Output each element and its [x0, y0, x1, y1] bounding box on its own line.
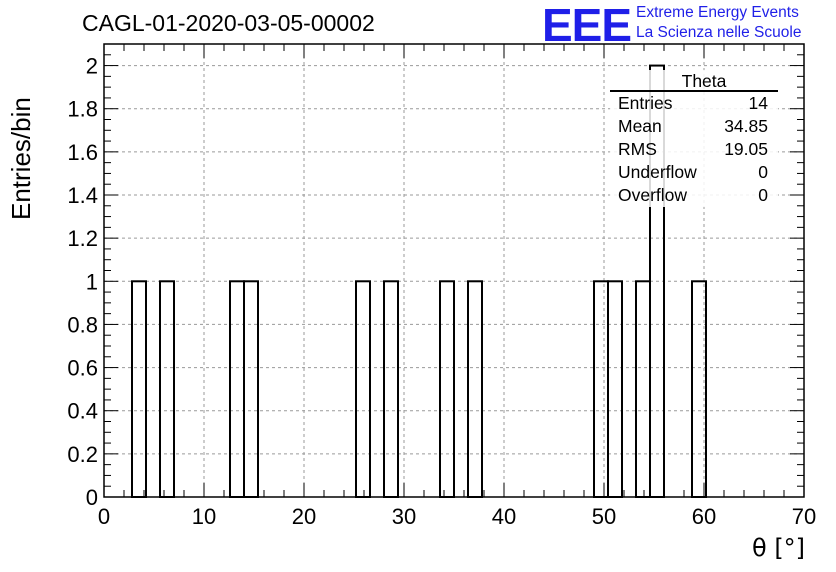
histogram-bin [355, 280, 371, 498]
histogram-bin [243, 280, 259, 498]
histogram-bin [607, 280, 623, 498]
histogram-bin [635, 280, 651, 498]
y-tick-label: 1.2 [67, 226, 98, 251]
stats-value: 19.05 [724, 139, 768, 159]
y-tick-label: 0.4 [67, 399, 98, 424]
histogram-bin [383, 280, 399, 498]
x-tick-label: 40 [492, 504, 516, 529]
y-tick-label: 1.8 [67, 97, 98, 122]
y-tick-label: 0.2 [67, 442, 98, 467]
y-tick-label: 0.8 [67, 312, 98, 337]
y-tick-label: 2 [86, 54, 98, 79]
stats-row-overflow: Overflow 0 [610, 184, 778, 207]
histogram-bin [593, 280, 609, 498]
stats-row-mean: Mean 34.85 [610, 115, 778, 138]
y-axis-label: Entries/bin [6, 97, 36, 220]
stats-row-rms: RMS 19.05 [610, 138, 778, 161]
stats-label: Underflow [618, 162, 697, 182]
x-tick-label: 10 [192, 504, 216, 529]
x-tick-label: 20 [292, 504, 316, 529]
stats-title: Theta [610, 70, 778, 92]
stats-box: Theta Entries 14 Mean 34.85 RMS 19.05 Un… [610, 70, 778, 207]
stats-value: 0 [758, 162, 768, 182]
stats-label: RMS [618, 139, 657, 159]
y-tick-label: 0.6 [67, 356, 98, 381]
y-tick-label: 0 [86, 485, 98, 510]
stats-label: Entries [618, 93, 673, 113]
stats-value: 14 [748, 93, 768, 113]
histogram-bin [467, 280, 483, 498]
x-tick-label: 70 [792, 504, 816, 529]
x-tick-label: 50 [592, 504, 616, 529]
x-tick-label: 0 [98, 504, 110, 529]
stats-label: Mean [618, 116, 662, 136]
stats-label: Overflow [618, 185, 688, 205]
histogram-bin [229, 280, 245, 498]
chart-title: CAGL-01-2020-03-05-00002 [82, 10, 375, 36]
x-tick-label: 60 [692, 504, 716, 529]
y-tick-label: 1.6 [67, 140, 98, 165]
histogram-bin [159, 280, 175, 498]
histogram-bin [439, 280, 455, 498]
stats-row-entries: Entries 14 [610, 92, 778, 115]
y-tick-label: 1.4 [67, 183, 98, 208]
brand-line-1: Extreme Energy Events [636, 4, 799, 21]
x-tick-label: 30 [392, 504, 416, 529]
x-axis-label: θ [°] [752, 534, 806, 562]
histogram-bin [131, 280, 147, 498]
stats-value: 0 [758, 185, 768, 205]
stats-row-underflow: Underflow 0 [610, 161, 778, 184]
y-tick-label: 1 [86, 269, 98, 294]
stats-value: 34.85 [724, 116, 768, 136]
brand-line-2: La Scienza nelle Scuole [636, 24, 802, 41]
eee-logo: EEE [542, 0, 632, 51]
